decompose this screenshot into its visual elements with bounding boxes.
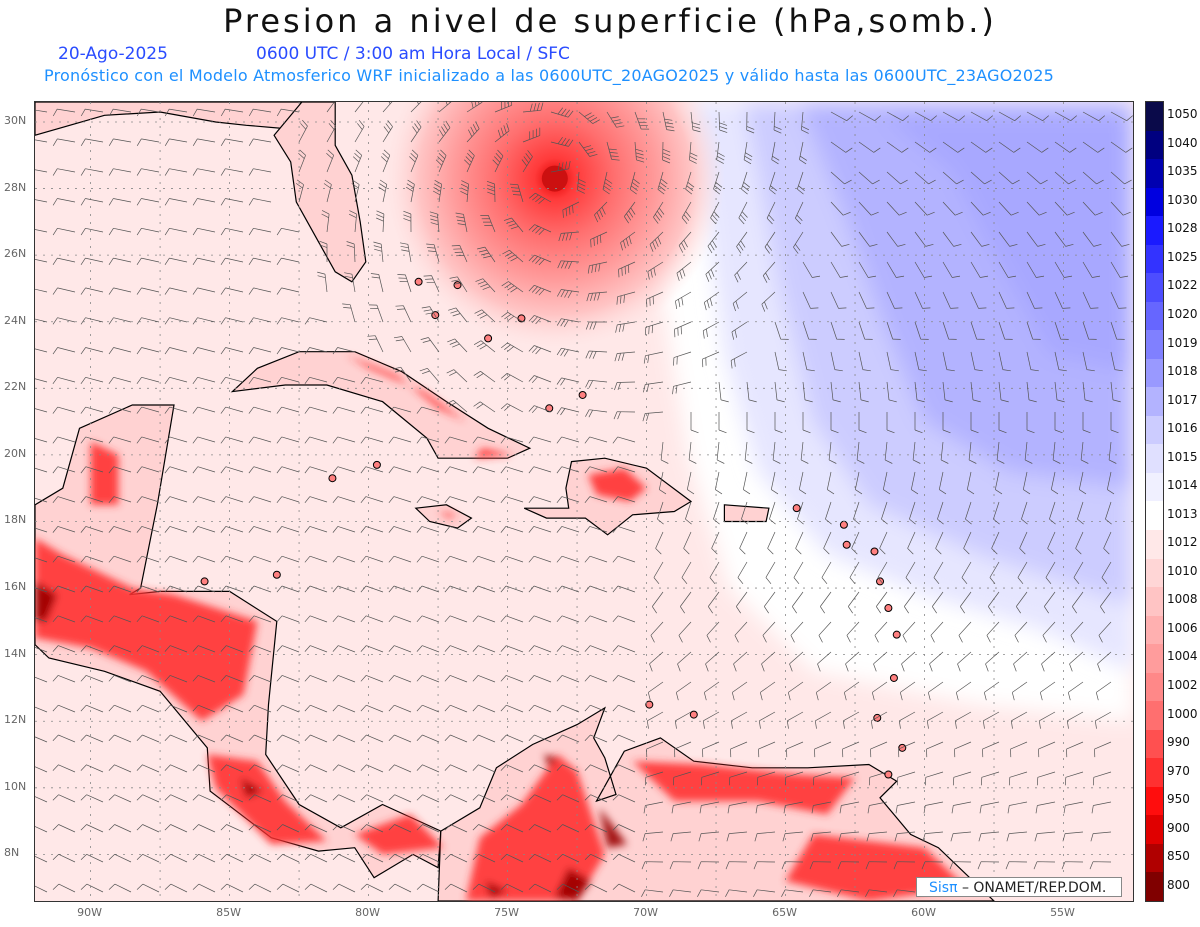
colorbar-label-850: 850: [1167, 849, 1190, 864]
colorbar-swatch-1010: [1146, 558, 1163, 588]
colorbar-swatch-1035: [1146, 159, 1163, 188]
colorbar-label-1018: 1018: [1167, 364, 1198, 379]
colorbar-swatch-1020: [1146, 301, 1163, 331]
lat-label-30N: 30N: [4, 113, 27, 127]
colorbar-label-1008: 1008: [1167, 592, 1198, 607]
colorbar-swatch-1008: [1146, 587, 1163, 616]
lat-label-26N: 26N: [4, 247, 27, 261]
credit-org: – ONAMET/REP.DOM.: [957, 880, 1107, 896]
hurricane-eye: [541, 165, 568, 192]
colorbar-label-1040: 1040: [1167, 135, 1198, 150]
pressure-map: [34, 101, 1134, 902]
colorbar-label-800: 800: [1167, 877, 1190, 892]
colorbar-swatch-1028: [1146, 216, 1163, 245]
colorbar-label-1010: 1010: [1167, 563, 1198, 578]
graticule-layer: [35, 102, 1133, 901]
lon-label-75W: 75W: [494, 906, 519, 919]
colorbar-swatch-1013: [1146, 501, 1163, 530]
wind-barbs-layer: [35, 102, 1133, 897]
lon-label-55W: 55W: [1050, 906, 1075, 919]
colorbar-swatch-1015: [1146, 444, 1163, 473]
cuba-coast: [230, 351, 532, 459]
colorbar-swatch-850: [1146, 843, 1163, 873]
lon-label-60W: 60W: [911, 906, 936, 919]
lat-label-28N: 28N: [4, 180, 27, 194]
colorbar-swatch-950: [1146, 786, 1163, 816]
lat-label-18N: 18N: [4, 513, 27, 527]
colorbar-label-1025: 1025: [1167, 249, 1198, 264]
map-canvas: [35, 102, 1133, 901]
lon-label-85W: 85W: [216, 906, 242, 919]
colorbar-swatch-1030: [1146, 187, 1163, 217]
colorbar-swatch-1012: [1146, 529, 1163, 559]
colorbar-swatch-1006: [1146, 615, 1163, 645]
lat-label-10N: 10N: [4, 779, 27, 793]
puerto-rico-coast: [723, 504, 770, 523]
colorbar-label-970: 970: [1167, 763, 1190, 778]
colorbar-label-1013: 1013: [1167, 506, 1198, 521]
colorbar-label-950: 950: [1167, 792, 1190, 807]
colorbar-label-1000: 1000: [1167, 706, 1198, 721]
lon-label-65W: 65W: [772, 906, 797, 919]
colorbar-label-1020: 1020: [1167, 307, 1198, 322]
lon-label-70W: 70W: [633, 906, 658, 919]
colorbar-label-990: 990: [1167, 735, 1190, 750]
colorbar-swatch-990: [1146, 729, 1163, 759]
florida-coast: [273, 102, 367, 283]
colorbar-label-1028: 1028: [1167, 221, 1198, 236]
credit-brand: Sisπ: [929, 880, 958, 896]
colorbar-label-1030: 1030: [1167, 192, 1198, 207]
date-label: 20-Ago-2025: [58, 44, 168, 64]
colorbar-swatch-1019: [1146, 330, 1163, 359]
colorbar-label-1002: 1002: [1167, 677, 1198, 692]
lat-label-20N: 20N: [4, 446, 27, 460]
lat-label-14N: 14N: [4, 646, 27, 660]
colorbar-swatch-1004: [1146, 644, 1163, 673]
pressure-colorbar: [1145, 101, 1164, 902]
colorbar-label-1004: 1004: [1167, 649, 1198, 664]
colorbar-swatch-1016: [1146, 415, 1163, 445]
colorbar-label-1017: 1017: [1167, 392, 1198, 407]
colorbar-swatch-800: [1146, 872, 1163, 901]
colorbar-swatch-1000: [1146, 701, 1163, 730]
colorbar-label-1006: 1006: [1167, 620, 1198, 635]
colorbar-label-1050: 1050: [1167, 107, 1198, 122]
credit-box: Sisπ – ONAMET/REP.DOM.: [916, 877, 1122, 897]
colorbar-swatch-1002: [1146, 672, 1163, 702]
colorbar-label-1022: 1022: [1167, 278, 1198, 293]
colorbar-label-1012: 1012: [1167, 535, 1198, 550]
lat-label-16N: 16N: [4, 580, 27, 594]
lat-label-22N: 22N: [4, 380, 27, 394]
jamaica-coast: [414, 504, 473, 529]
colorbar-label-1015: 1015: [1167, 449, 1198, 464]
colorbar-swatch-1014: [1146, 472, 1163, 502]
colorbar-label-1035: 1035: [1167, 164, 1198, 179]
colorbar-swatch-900: [1146, 815, 1163, 844]
colorbar-swatch-1017: [1146, 387, 1163, 416]
colorbar-label-1016: 1016: [1167, 421, 1198, 436]
lon-label-90W: 90W: [77, 906, 103, 919]
colorbar-swatch-1018: [1146, 358, 1163, 388]
forecast-note: Pronóstico con el Modelo Atmosferico WRF…: [44, 66, 1055, 85]
hurricane-low: [384, 102, 725, 349]
lat-label-8N: 8N: [4, 846, 20, 860]
time-label: 0600 UTC / 3:00 am Hora Local / SFC: [256, 44, 570, 64]
colorbar-swatch-970: [1146, 758, 1163, 787]
lat-label-12N: 12N: [4, 713, 27, 727]
colorbar-swatch-1050: [1146, 102, 1163, 131]
colorbar-label-1014: 1014: [1167, 478, 1198, 493]
colorbar-swatch-1025: [1146, 244, 1163, 274]
colorbar-swatch-1040: [1146, 130, 1163, 160]
lat-label-24N: 24N: [4, 313, 27, 327]
lon-label-80W: 80W: [355, 906, 380, 919]
colorbar-label-900: 900: [1167, 820, 1190, 835]
map-title: Presion a nivel de superficie (hPa,somb.…: [223, 2, 997, 40]
colorbar-swatch-1022: [1146, 273, 1163, 302]
colorbar-label-1019: 1019: [1167, 335, 1198, 350]
